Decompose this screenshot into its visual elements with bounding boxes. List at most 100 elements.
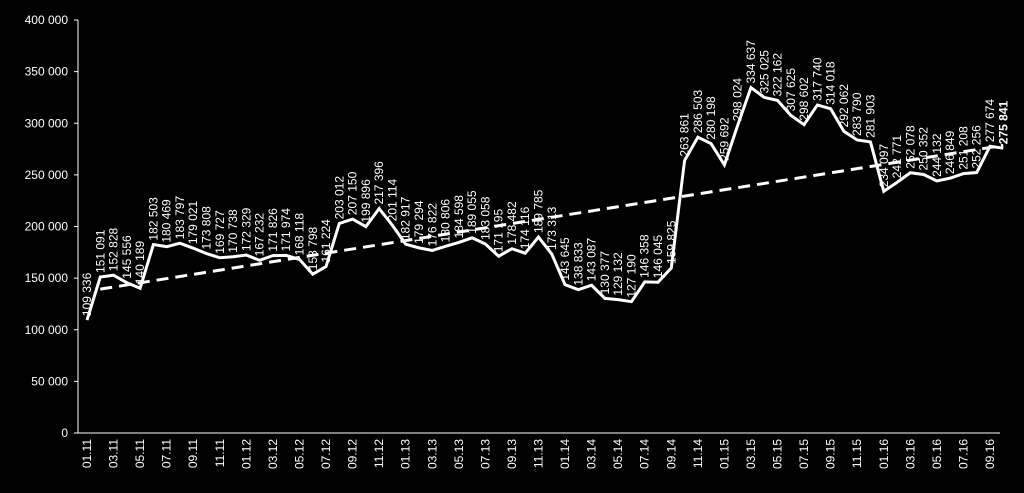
data-label: 172 329 bbox=[239, 207, 253, 251]
data-label: 140 189 bbox=[133, 241, 147, 285]
data-label: 151 091 bbox=[93, 229, 107, 273]
data-label: 277 674 bbox=[983, 99, 997, 143]
y-tick-label: 300 000 bbox=[25, 116, 69, 130]
x-tick-label: 01.13 bbox=[399, 439, 413, 469]
data-label: 217 396 bbox=[372, 161, 386, 205]
data-label: 234 097 bbox=[877, 144, 891, 188]
data-label: 183 058 bbox=[478, 196, 492, 240]
data-label: 281 903 bbox=[863, 94, 877, 138]
x-tick-label: 03.13 bbox=[425, 439, 439, 469]
data-label: 179 021 bbox=[186, 200, 200, 244]
data-label: 169 727 bbox=[213, 210, 227, 254]
x-tick-label: 09.12 bbox=[346, 439, 360, 469]
data-label: 252 256 bbox=[970, 125, 984, 169]
data-label: 152 828 bbox=[107, 228, 121, 272]
data-label: 259 692 bbox=[717, 117, 731, 161]
data-label: 171 974 bbox=[279, 208, 293, 252]
data-label: 143 645 bbox=[558, 237, 572, 281]
y-tick-label: 50 000 bbox=[31, 374, 68, 388]
y-tick-label: 350 000 bbox=[25, 65, 69, 79]
x-tick-label: 03.11 bbox=[107, 439, 121, 468]
data-label: 183 797 bbox=[173, 196, 187, 240]
data-label: 251 208 bbox=[956, 126, 970, 170]
x-tick-label: 11.11 bbox=[213, 439, 227, 468]
y-tick-label: 150 000 bbox=[25, 271, 69, 285]
x-tick-label: 05.16 bbox=[930, 439, 944, 469]
x-tick-label: 01.12 bbox=[239, 439, 253, 469]
data-label: 307 625 bbox=[784, 68, 798, 112]
data-label: 252 078 bbox=[903, 125, 917, 169]
x-tick-label: 01.16 bbox=[877, 439, 891, 469]
x-tick-label: 05.11 bbox=[133, 439, 147, 468]
y-tick-label: 200 000 bbox=[25, 220, 69, 234]
x-tick-label: 07.12 bbox=[319, 439, 333, 469]
data-label: 199 896 bbox=[359, 179, 373, 223]
data-label: 171 826 bbox=[266, 208, 280, 252]
x-tick-label: 09.16 bbox=[983, 439, 997, 469]
data-label: 298 024 bbox=[731, 78, 745, 122]
x-tick-label: 09.11 bbox=[186, 439, 200, 468]
data-label: 292 062 bbox=[837, 84, 851, 128]
x-tick-label: 03.12 bbox=[266, 439, 280, 469]
x-tick-label: 05.12 bbox=[292, 439, 306, 469]
trend-line bbox=[100, 143, 1004, 291]
data-label: 167 232 bbox=[253, 213, 267, 257]
data-label: 130 377 bbox=[598, 251, 612, 295]
y-tick-label: 100 000 bbox=[25, 323, 69, 337]
data-label: 145 556 bbox=[120, 235, 134, 279]
data-label: 138 833 bbox=[571, 242, 585, 286]
data-label: 161 224 bbox=[319, 219, 333, 263]
data-label: 146 045 bbox=[651, 235, 665, 279]
x-tick-label: 09.13 bbox=[505, 439, 519, 469]
data-label: 314 018 bbox=[824, 61, 838, 105]
data-label: 173 808 bbox=[200, 206, 214, 250]
x-tick-label: 01.11 bbox=[80, 439, 94, 468]
data-label: 242 771 bbox=[890, 135, 904, 179]
data-label: 334 637 bbox=[744, 40, 758, 84]
data-label: 322 162 bbox=[771, 53, 785, 97]
data-label: 325 025 bbox=[757, 50, 771, 94]
data-label: 173 313 bbox=[545, 206, 559, 250]
data-label: 179 294 bbox=[412, 200, 426, 244]
data-label: 298 602 bbox=[797, 77, 811, 121]
x-tick-label: 07.11 bbox=[160, 439, 174, 468]
x-tick-label: 07.15 bbox=[797, 439, 811, 469]
data-label: 143 087 bbox=[585, 238, 599, 282]
x-tick-label: 01.14 bbox=[558, 439, 572, 469]
data-label: 189 785 bbox=[532, 189, 546, 233]
x-tick-label: 07.13 bbox=[478, 439, 492, 469]
data-label: 182 503 bbox=[146, 197, 160, 241]
y-tick-label: 400 000 bbox=[25, 13, 69, 27]
y-tick-label: 0 bbox=[61, 426, 68, 440]
data-label: 127 190 bbox=[624, 254, 638, 298]
data-label: 153 798 bbox=[306, 227, 320, 271]
data-label: 203 012 bbox=[332, 176, 346, 220]
data-label: 159 825 bbox=[664, 220, 678, 264]
x-tick-label: 09.14 bbox=[664, 439, 678, 469]
data-label: 250 352 bbox=[917, 127, 931, 171]
x-tick-label: 11.12 bbox=[372, 439, 386, 468]
data-label: 180 806 bbox=[439, 199, 453, 243]
x-tick-label: 03.16 bbox=[903, 439, 917, 469]
data-label: 275 841 bbox=[996, 100, 1010, 144]
x-tick-label: 05.14 bbox=[611, 439, 625, 469]
x-tick-label: 07.14 bbox=[638, 439, 652, 469]
data-label: 286 503 bbox=[691, 89, 705, 133]
data-label: 182 917 bbox=[399, 196, 413, 240]
x-tick-label: 11.13 bbox=[532, 439, 546, 468]
y-tick-label: 250 000 bbox=[25, 168, 69, 182]
data-label: 280 198 bbox=[704, 96, 718, 140]
x-tick-label: 01.15 bbox=[717, 439, 731, 469]
x-tick-label: 05.13 bbox=[452, 439, 466, 469]
data-label: 246 849 bbox=[943, 130, 957, 174]
data-label: 263 861 bbox=[678, 113, 692, 157]
data-label: 170 738 bbox=[226, 209, 240, 253]
line bbox=[85, 85, 1004, 321]
data-label: 146 358 bbox=[638, 234, 652, 278]
x-tick-label: 09.15 bbox=[824, 439, 838, 469]
data-label: 184 598 bbox=[452, 195, 466, 239]
data-label: 207 150 bbox=[346, 171, 360, 215]
data-label: 168 118 bbox=[292, 213, 306, 256]
data-label: 283 790 bbox=[850, 92, 864, 136]
data-label: 189 055 bbox=[465, 190, 479, 234]
